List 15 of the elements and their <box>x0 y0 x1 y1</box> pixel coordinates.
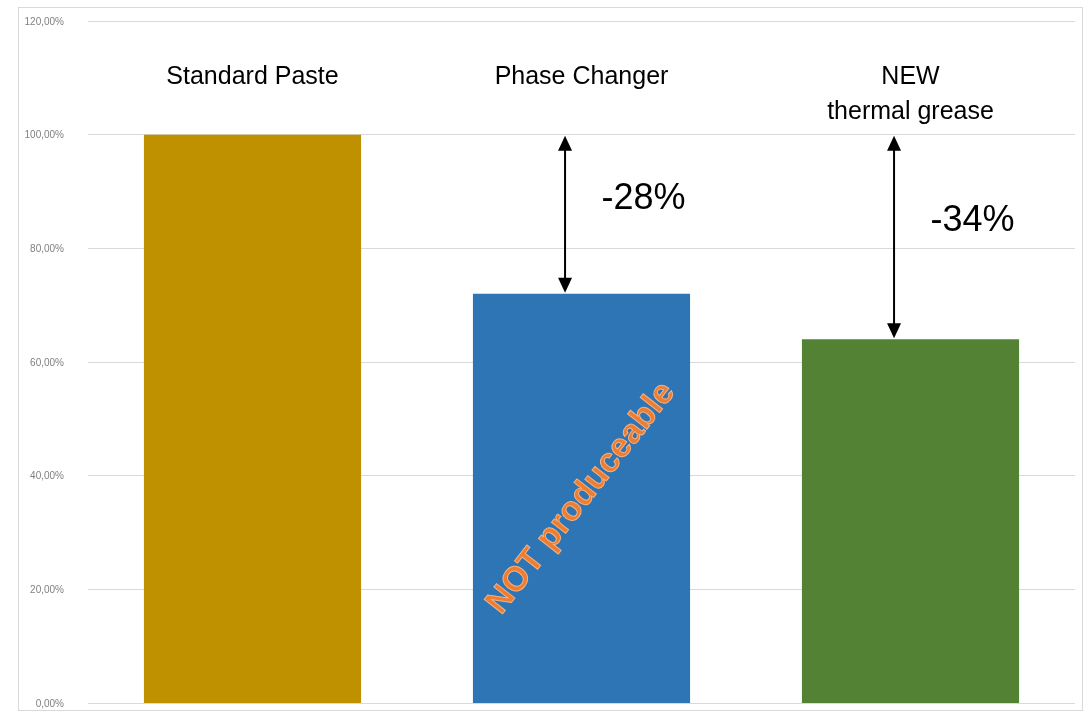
annotation: -34% <box>930 198 1015 240</box>
y-tick-label: 120,00% <box>24 15 65 27</box>
x-tick-label: Standard Paste <box>166 60 339 89</box>
x-tick-label: NEW thermal grease <box>827 60 994 124</box>
bar <box>143 134 362 703</box>
annotation: -28% <box>601 175 686 217</box>
y-tick-label: 0,00% <box>35 697 65 709</box>
bar <box>801 339 1020 703</box>
y-tick-label: 20,00% <box>30 583 65 595</box>
y-tick-label: 60,00% <box>30 356 65 368</box>
y-tick-label: 100,00% <box>24 129 65 141</box>
x-tick-label: Phase Changer <box>494 60 669 89</box>
y-tick-label: 40,00% <box>30 470 65 482</box>
bar <box>472 293 691 703</box>
y-tick-label: 80,00% <box>30 242 65 254</box>
